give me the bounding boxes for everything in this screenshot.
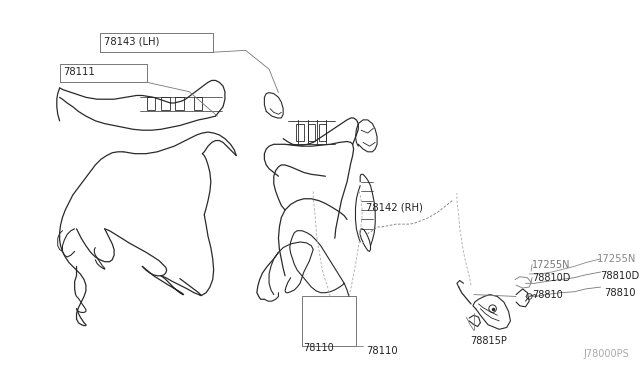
Bar — [194, 97, 202, 110]
Bar — [161, 97, 170, 110]
Bar — [147, 97, 156, 110]
Text: 17255N: 17255N — [532, 260, 570, 270]
Bar — [296, 124, 304, 141]
Bar — [319, 124, 326, 141]
Text: 78810D: 78810D — [532, 273, 570, 283]
Text: 78815P: 78815P — [470, 336, 507, 346]
Bar — [175, 97, 184, 110]
Text: 78810: 78810 — [604, 288, 636, 298]
Text: 78111: 78111 — [63, 67, 95, 77]
Text: 78110: 78110 — [303, 343, 333, 353]
Text: 78810D: 78810D — [600, 271, 640, 281]
Text: 78810: 78810 — [532, 289, 563, 299]
Text: J78000PS: J78000PS — [584, 349, 630, 359]
Text: 78143 (LH): 78143 (LH) — [104, 37, 159, 47]
Bar — [308, 124, 315, 141]
Text: 17255N: 17255N — [597, 254, 636, 264]
Text: 78110: 78110 — [366, 346, 397, 356]
Text: 78142 (RH): 78142 (RH) — [366, 202, 422, 212]
